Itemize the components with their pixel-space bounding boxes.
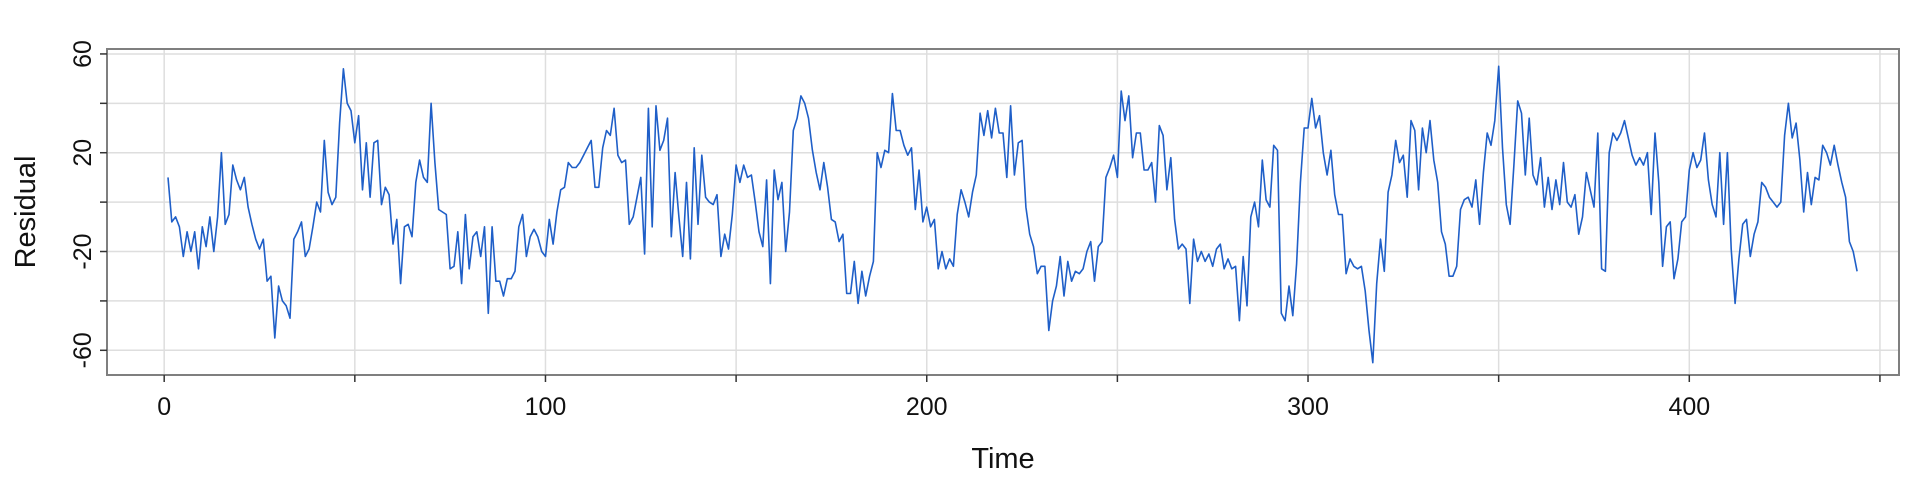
- y-tick-label: 60: [69, 40, 97, 68]
- x-tick-label: 400: [1668, 393, 1710, 421]
- x-tick-label: 300: [1287, 393, 1329, 421]
- x-tick-label: 0: [157, 393, 171, 421]
- y-tick-label: -20: [69, 233, 97, 269]
- axis-ticks: 0 100 200 300 400 -60 -20 20 60: [69, 40, 1881, 421]
- plot-frame: [106, 48, 1900, 376]
- y-tick-label: -60: [69, 332, 97, 368]
- y-tick-label: 20: [69, 139, 97, 167]
- series-layer: [167, 65, 1858, 364]
- series-line-1: [167, 65, 1858, 364]
- grid-lines: [107, 49, 1899, 375]
- y-axis-title: Residual: [10, 156, 42, 269]
- x-axis-title: Time: [971, 443, 1034, 475]
- x-tick-label: 100: [525, 393, 567, 421]
- x-tick-label: 200: [906, 393, 948, 421]
